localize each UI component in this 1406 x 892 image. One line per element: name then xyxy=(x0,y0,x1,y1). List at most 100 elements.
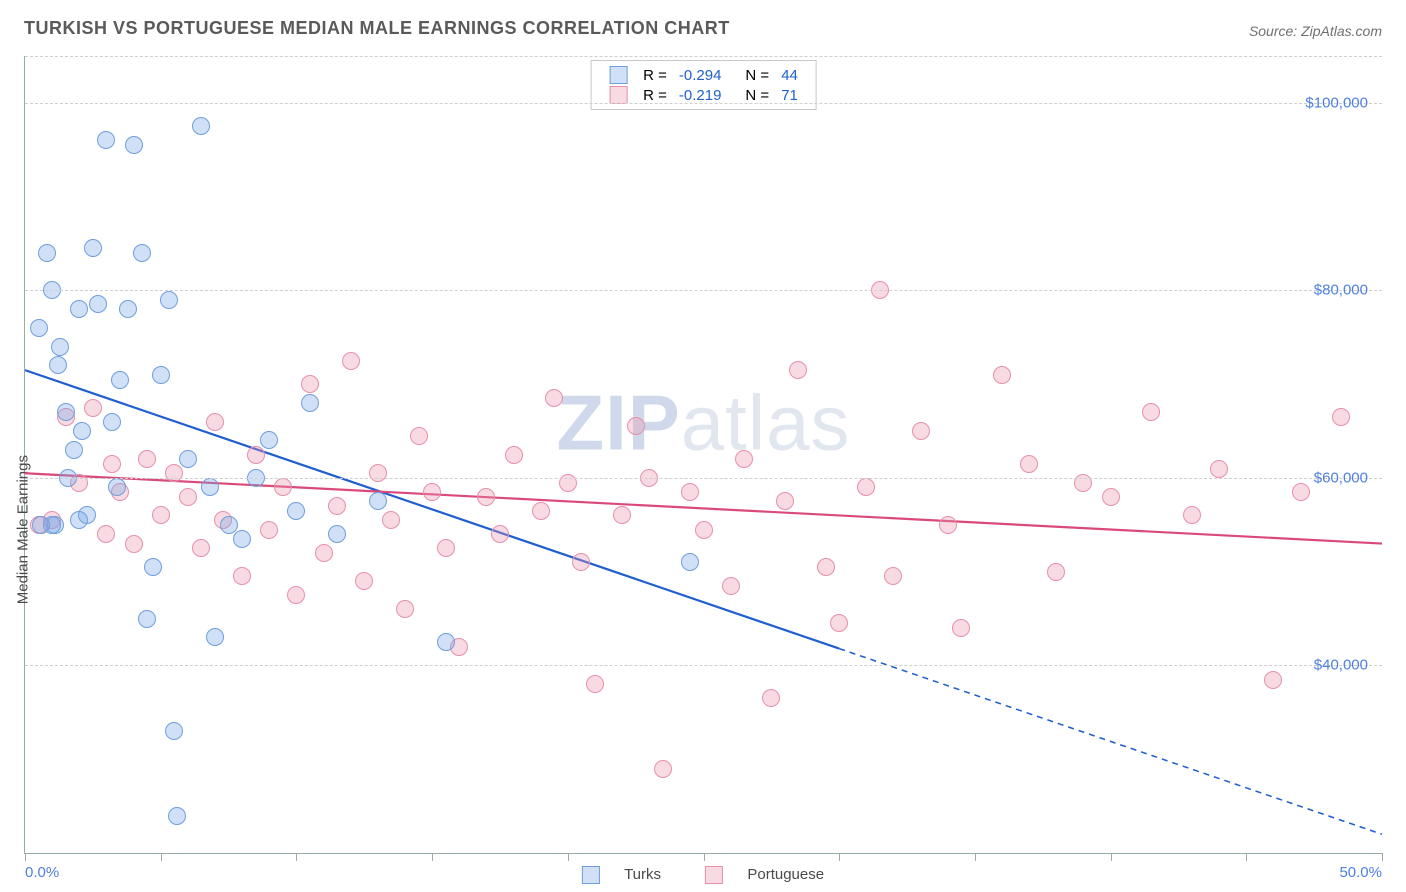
data-point xyxy=(572,553,590,571)
legend-label-portuguese: Portuguese xyxy=(747,866,824,883)
data-point xyxy=(912,422,930,440)
legend-row-turks: R = -0.294 N = 44 xyxy=(603,65,804,85)
data-point xyxy=(260,431,278,449)
data-point xyxy=(287,502,305,520)
data-point xyxy=(505,446,523,464)
data-point xyxy=(201,478,219,496)
data-point xyxy=(152,366,170,384)
gridline xyxy=(25,290,1382,291)
data-point xyxy=(1047,563,1065,581)
data-point xyxy=(152,506,170,524)
swatch-portuguese-icon xyxy=(705,866,723,884)
data-point xyxy=(97,131,115,149)
data-point xyxy=(65,441,83,459)
data-point xyxy=(84,399,102,417)
data-point xyxy=(233,567,251,585)
data-point xyxy=(369,492,387,510)
y-tick-label: $80,000 xyxy=(1314,282,1368,299)
swatch-portuguese xyxy=(609,86,627,104)
data-point xyxy=(437,539,455,557)
data-point xyxy=(382,511,400,529)
data-point xyxy=(328,525,346,543)
data-point xyxy=(179,450,197,468)
data-point xyxy=(342,352,360,370)
y-tick-label: $60,000 xyxy=(1314,469,1368,486)
data-point xyxy=(396,600,414,618)
data-point xyxy=(776,492,794,510)
data-point xyxy=(423,483,441,501)
data-point xyxy=(328,497,346,515)
data-point xyxy=(1102,488,1120,506)
source-label: Source: ZipAtlas.com xyxy=(1249,23,1382,39)
legend-item-portuguese: Portuguese xyxy=(695,866,834,883)
data-point xyxy=(138,450,156,468)
x-tick xyxy=(568,853,569,861)
data-point xyxy=(84,239,102,257)
x-tick xyxy=(975,853,976,861)
data-point xyxy=(206,413,224,431)
data-point xyxy=(57,403,75,421)
data-point xyxy=(133,244,151,262)
data-point xyxy=(355,572,373,590)
data-point xyxy=(97,525,115,543)
data-point xyxy=(939,516,957,534)
data-point xyxy=(1264,671,1282,689)
data-point xyxy=(220,516,238,534)
data-point xyxy=(477,488,495,506)
y-tick-label: $100,000 xyxy=(1305,94,1368,111)
gridline xyxy=(25,665,1382,666)
data-point xyxy=(179,488,197,506)
r-label: R = xyxy=(637,65,673,85)
data-point xyxy=(722,577,740,595)
x-tick xyxy=(161,853,162,861)
data-point xyxy=(89,295,107,313)
legend-series: Turks Portuguese xyxy=(562,866,844,884)
data-point xyxy=(49,356,67,374)
data-point xyxy=(559,474,577,492)
data-point xyxy=(681,553,699,571)
gridline xyxy=(25,478,1382,479)
scatter-chart: Median Male Earnings ZIPatlas R = -0.294… xyxy=(24,56,1382,854)
data-point xyxy=(695,521,713,539)
data-point xyxy=(613,506,631,524)
data-point xyxy=(830,614,848,632)
data-point xyxy=(111,371,129,389)
data-point xyxy=(125,136,143,154)
data-point xyxy=(192,117,210,135)
x-tick xyxy=(1382,853,1383,861)
data-point xyxy=(586,675,604,693)
gridline xyxy=(25,56,1382,57)
x-tick xyxy=(704,853,705,861)
data-point xyxy=(1292,483,1310,501)
chart-header: TURKISH VS PORTUGUESE MEDIAN MALE EARNIN… xyxy=(0,0,1406,47)
data-point xyxy=(627,417,645,435)
data-point xyxy=(260,521,278,539)
swatch-turks-icon xyxy=(582,866,600,884)
data-point xyxy=(103,455,121,473)
data-point xyxy=(287,586,305,604)
data-point xyxy=(545,389,563,407)
data-point xyxy=(160,291,178,309)
data-point xyxy=(857,478,875,496)
data-point xyxy=(206,628,224,646)
data-point xyxy=(993,366,1011,384)
data-point xyxy=(1142,403,1160,421)
data-point xyxy=(70,511,88,529)
data-point xyxy=(274,478,292,496)
data-point xyxy=(32,516,50,534)
data-point xyxy=(247,446,265,464)
chart-title: TURKISH VS PORTUGUESE MEDIAN MALE EARNIN… xyxy=(24,18,730,39)
data-point xyxy=(681,483,699,501)
data-point xyxy=(817,558,835,576)
data-point xyxy=(491,525,509,543)
data-point xyxy=(437,633,455,651)
data-point xyxy=(884,567,902,585)
data-point xyxy=(144,558,162,576)
data-point xyxy=(165,722,183,740)
swatch-turks xyxy=(609,66,627,84)
x-tick xyxy=(1246,853,1247,861)
data-point xyxy=(410,427,428,445)
data-point xyxy=(51,338,69,356)
r-value-turks: -0.294 xyxy=(673,65,728,85)
data-point xyxy=(233,530,251,548)
